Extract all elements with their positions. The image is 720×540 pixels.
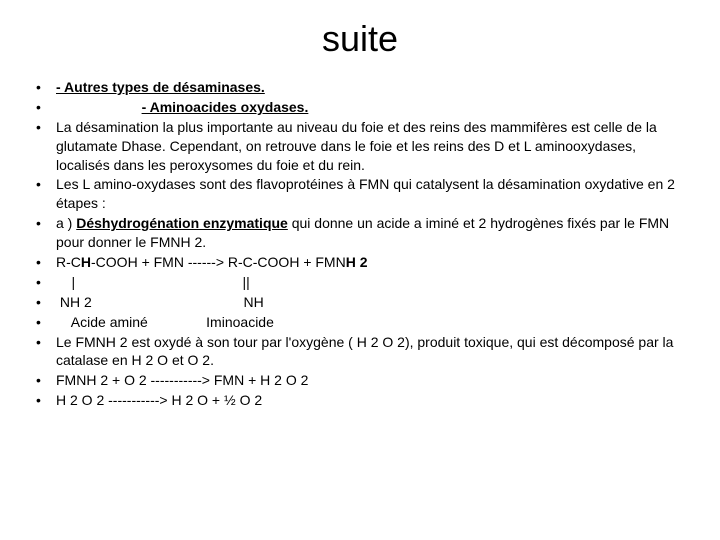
- body-text: Les L amino-oxydases sont des flavoproté…: [56, 176, 675, 211]
- oxydases-heading: - Aminoacides oxydases.: [142, 99, 309, 115]
- emphasis-text: Déshydrogénation enzymatique: [76, 215, 288, 231]
- formula-text: H 2: [346, 254, 368, 270]
- label-text: Acide aminé Iminoacide: [56, 314, 274, 330]
- bullet-item: Les L amino-oxydases sont des flavoproté…: [28, 175, 692, 213]
- formula-text: H: [81, 254, 91, 270]
- body-text: Le FMNH 2 est oxydé à son tour par l'oxy…: [56, 334, 673, 369]
- formula-text: R-C: [56, 254, 81, 270]
- bullet-item: NH 2 NH: [28, 293, 692, 312]
- slide-container: suite - Autres types de désaminases. - A…: [0, 0, 720, 540]
- formula-text: H 2 O 2 -----------> H 2 O + ½ O 2: [56, 392, 262, 408]
- bullet-item: La désamination la plus importante au ni…: [28, 118, 692, 175]
- structure-text: | ||: [56, 274, 250, 290]
- bullet-list: - Autres types de désaminases. - Aminoac…: [28, 78, 692, 410]
- bullet-item: | ||: [28, 273, 692, 292]
- bullet-item: Acide aminé Iminoacide: [28, 313, 692, 332]
- formula-text: -COOH + FMN ------> R-C-COOH + FMN: [91, 254, 346, 270]
- bullet-item: a ) Déshydrogénation enzymatique qui don…: [28, 214, 692, 252]
- bullet-item: Le FMNH 2 est oxydé à son tour par l'oxy…: [28, 333, 692, 371]
- bullet-item: - Aminoacides oxydases.: [28, 98, 692, 117]
- bullet-item: - Autres types de désaminases.: [28, 78, 692, 97]
- formula-text: FMNH 2 + O 2 -----------> FMN + H 2 O 2: [56, 372, 308, 388]
- bullet-item: FMNH 2 + O 2 -----------> FMN + H 2 O 2: [28, 371, 692, 390]
- desaminases-heading: - Autres types de désaminases.: [56, 79, 265, 95]
- indent-space: [56, 99, 142, 115]
- body-text: a ): [56, 215, 76, 231]
- bullet-item: H 2 O 2 -----------> H 2 O + ½ O 2: [28, 391, 692, 410]
- bullet-item: R-CH-COOH + FMN ------> R-C-COOH + FMNH …: [28, 253, 692, 272]
- structure-text: NH 2 NH: [56, 294, 264, 310]
- body-text: La désamination la plus importante au ni…: [56, 119, 657, 173]
- slide-title: suite: [28, 18, 692, 60]
